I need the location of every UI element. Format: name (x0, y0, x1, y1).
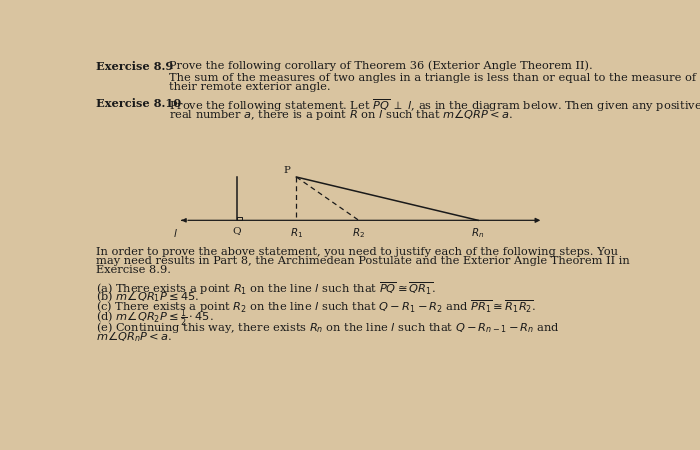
Text: Prove the following corollary of Theorem 36 (Exterior Angle Theorem II).: Prove the following corollary of Theorem… (169, 61, 593, 72)
Text: Exercise 8.9.: Exercise 8.9. (96, 266, 171, 275)
Text: (c) There exists a point $R_2$ on the line $l$ such that $Q - R_1 - R_2$ and $\o: (c) There exists a point $R_2$ on the li… (96, 298, 536, 315)
Text: $R_1$: $R_1$ (290, 226, 303, 240)
Text: P: P (283, 166, 290, 176)
Text: real number $a$, there is a point $R$ on $l$ such that $m\angle QRP < a$.: real number $a$, there is a point $R$ on… (169, 107, 513, 122)
Text: (d) $m\angle QR_2P \leq \frac{1}{2}\cdot 45$.: (d) $m\angle QR_2P \leq \frac{1}{2}\cdot… (96, 307, 214, 328)
Text: Q: Q (232, 226, 241, 235)
Text: (b) $m\angle QR_1P \leq 45$.: (b) $m\angle QR_1P \leq 45$. (96, 289, 199, 304)
Text: $l$: $l$ (173, 226, 178, 238)
Text: (e) Continuing this way, there exists $R_n$ on the line $l$ such that $Q - R_{n-: (e) Continuing this way, there exists $R… (96, 320, 559, 335)
Text: In order to prove the above statement, you need to justify each of the following: In order to prove the above statement, y… (96, 248, 617, 257)
Text: $m\angle QR_nP < a$.: $m\angle QR_nP < a$. (96, 329, 172, 344)
Text: their remote exterior angle.: their remote exterior angle. (169, 82, 330, 92)
Text: Exercise 8.9: Exercise 8.9 (96, 61, 173, 72)
Text: (a) There exists a point $R_1$ on the line $l$ such that $\overline{PQ} \cong \o: (a) There exists a point $R_1$ on the li… (96, 280, 435, 297)
Text: Prove the following statement. Let $\overline{PQ}$ $\perp$ $l$, as in the diagra: Prove the following statement. Let $\ove… (169, 98, 700, 114)
Text: The sum of the measures of two angles in a triangle is less than or equal to the: The sum of the measures of two angles in… (169, 73, 696, 83)
Text: may need results in Part 8, the Archimedean Postulate and the Exterior Angle The: may need results in Part 8, the Archimed… (96, 256, 629, 266)
Text: $R_n$: $R_n$ (471, 226, 485, 240)
Text: Exercise 8.10: Exercise 8.10 (96, 98, 181, 108)
Text: $R_2$: $R_2$ (352, 226, 365, 240)
